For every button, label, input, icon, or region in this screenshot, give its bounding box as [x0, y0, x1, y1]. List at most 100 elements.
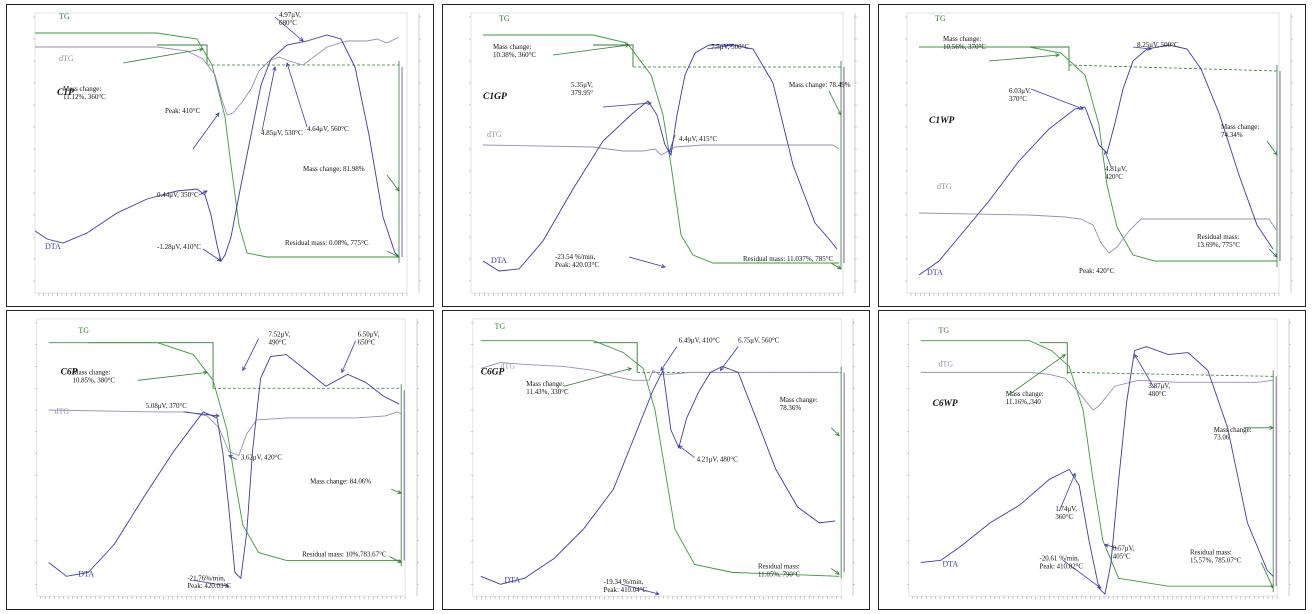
- annotation-arrowhead: [272, 66, 277, 71]
- annotation-arrowhead: [1061, 354, 1067, 359]
- annotation-arrow: [563, 368, 632, 387]
- annotation-arrow: [242, 338, 259, 371]
- series-dta-line: [48, 354, 400, 580]
- annotation-text: Mass change: 78.36%: [780, 397, 818, 412]
- annotation-arrow: [183, 411, 220, 417]
- annotation-text: 6.50μV, 650°C: [358, 332, 380, 347]
- series-label-tg: TG: [939, 326, 950, 335]
- sample-label: C1P: [57, 88, 74, 98]
- series-label-dta: DTA: [45, 242, 61, 251]
- annotation-arrow: [286, 62, 308, 128]
- series-label-dtg: dTG: [59, 54, 74, 63]
- annotation-arrow: [552, 44, 630, 56]
- annotation-arrowhead: [224, 583, 230, 588]
- annotation-arrowhead: [719, 366, 725, 372]
- annotation-arrowhead: [341, 368, 346, 374]
- annotation-arrowhead: [1269, 425, 1275, 430]
- annotation-arrowhead: [199, 47, 204, 52]
- annotation-arrowhead: [215, 112, 220, 118]
- annotation-text: Mass change: 10.38%, 360°C: [493, 43, 536, 59]
- annotation-arrowhead: [627, 367, 633, 372]
- annotation-arrowhead: [242, 366, 247, 372]
- annotation-arrowhead: [1071, 472, 1076, 478]
- annotation-arrow: [828, 90, 842, 116]
- annotation-text: Mass change: 10.85%, 380°C: [72, 369, 115, 384]
- series-label-tg: TG: [78, 326, 89, 335]
- annotation-arrowhead: [228, 455, 233, 459]
- annotation-arrow: [137, 371, 208, 381]
- annotation-text: 6.75μV, 560°C: [738, 338, 780, 345]
- plot-area: [470, 12, 844, 294]
- annotation-text: Residual mass: 13.69%, 775°C: [1197, 233, 1240, 249]
- annotation-arrow: [678, 445, 695, 458]
- annotation-arrow: [706, 44, 734, 50]
- annotation-arrow: [1268, 248, 1278, 258]
- annotation-text: Mass change: 81.98%: [303, 165, 365, 173]
- annotation-text: Residual mass: 15.57%, 785.07°C: [1190, 550, 1242, 565]
- tga-panel-c6gp: TG dTG DTA C6GP 6.49μV, 410°C 6.75μV, 560°C Ma…: [442, 310, 870, 610]
- annotation-arrowhead: [215, 413, 220, 418]
- tga-panel-c6wp: TG dTG DTA C6WP Mass change: 11.16%,,340 3.87μ…: [878, 310, 1306, 610]
- mass-change-step: [157, 44, 208, 65]
- series-label-dta: DTA: [943, 559, 959, 568]
- annotation-text: 7.52μV, 490°C: [269, 332, 291, 347]
- series-dtg-line: [918, 212, 1278, 254]
- annotation-text: Residual mass: 10%,783.67°C: [302, 552, 387, 559]
- annotation-arrowhead: [1104, 150, 1109, 156]
- annotation-arrow: [1134, 354, 1155, 389]
- annotation-arrowhead: [625, 43, 630, 48]
- annotation-arrow: [389, 556, 402, 563]
- annotation-text: Residual mass: 0.08%, 775°C: [285, 239, 369, 247]
- series-dtg-line: [35, 36, 400, 116]
- series-label-dtg: dTG: [487, 130, 502, 139]
- annotation-text: 4.81μV, 420°C: [1105, 165, 1127, 181]
- figure-grid: TG dTG DTA C1P 4.97μV, 680°C Mass change: 11.12…: [6, 4, 1306, 610]
- annotation-arrowhead: [835, 570, 840, 575]
- tga-panel-c1p: TG dTG DTA C1P 4.97μV, 680°C Mass change: 11.12…: [6, 4, 434, 307]
- annotation-arrow: [228, 455, 238, 460]
- annotation-text: 8.25μV, 500°C: [1137, 41, 1179, 49]
- series-dta-line: [480, 365, 836, 585]
- series-label-tg: TG: [59, 12, 70, 21]
- annotation-text: Peak: 410°C: [165, 107, 201, 115]
- annotation-arrow: [1058, 473, 1076, 512]
- series-tg-line: [483, 34, 839, 264]
- tga-panel-c1gp: TG dTG DTA C1GP 7.5μV, 500°C Mass change: 10.3…: [442, 4, 870, 307]
- series-label-tg: TG: [495, 322, 506, 331]
- annotation-arrowhead: [397, 489, 403, 494]
- tga-chart-svg: TG dTG DTA C6P 7.52μV, 490°C 6.50μV, 650°C Mass …: [34, 318, 419, 600]
- annotation-arrowhead: [394, 253, 400, 258]
- annotation-arrow: [122, 48, 204, 64]
- annotation-arrowhead: [1055, 53, 1060, 58]
- annotation-arrow: [668, 134, 676, 154]
- annotation-text: -19.34 %/min, Peak: 410.04°C: [604, 579, 648, 594]
- series-label-dta: DTA: [505, 575, 521, 584]
- annotation-text: -23.54 %/min, Peak: 420.03°C: [555, 253, 599, 269]
- annotation-text: Mass change: 11.43%, 330°C: [526, 381, 569, 396]
- series-dtg-line: [920, 371, 1274, 411]
- series-label-dta: DTA: [78, 569, 94, 578]
- plot-area: [908, 318, 1278, 597]
- series-dta-line: [34, 34, 400, 263]
- annotation-arrowhead: [678, 445, 683, 450]
- annotation-text: 1.74μV, 360°C: [1055, 506, 1077, 521]
- series-tg-line: [480, 340, 840, 577]
- annotation-text: Mass change: 78.49%: [789, 81, 851, 89]
- annotation-arrowhead: [836, 265, 842, 270]
- annotation-arrowhead: [397, 559, 402, 563]
- annotation-arrow: [720, 346, 739, 371]
- annotation-arrowhead: [837, 110, 842, 116]
- annotation-arrowhead: [1103, 543, 1109, 548]
- plot-area: [472, 318, 842, 597]
- annotation-arrowhead: [1078, 105, 1084, 110]
- series-label-dtg: dTG: [937, 182, 952, 191]
- series-label-dtg: dTG: [501, 361, 516, 370]
- annotation-arrowhead: [660, 264, 666, 269]
- series-label-tg: TG: [499, 14, 510, 23]
- series-dtg-line: [480, 362, 840, 381]
- series-label-tg: TG: [935, 14, 946, 23]
- annotation-text: 3.87μV, 480°C: [1148, 383, 1170, 398]
- annotation-text: 4.97μV, 680°C: [279, 11, 301, 27]
- annotation-arrowhead: [395, 186, 400, 192]
- annotation-text: 5.35μV, 379.95°: [571, 81, 593, 97]
